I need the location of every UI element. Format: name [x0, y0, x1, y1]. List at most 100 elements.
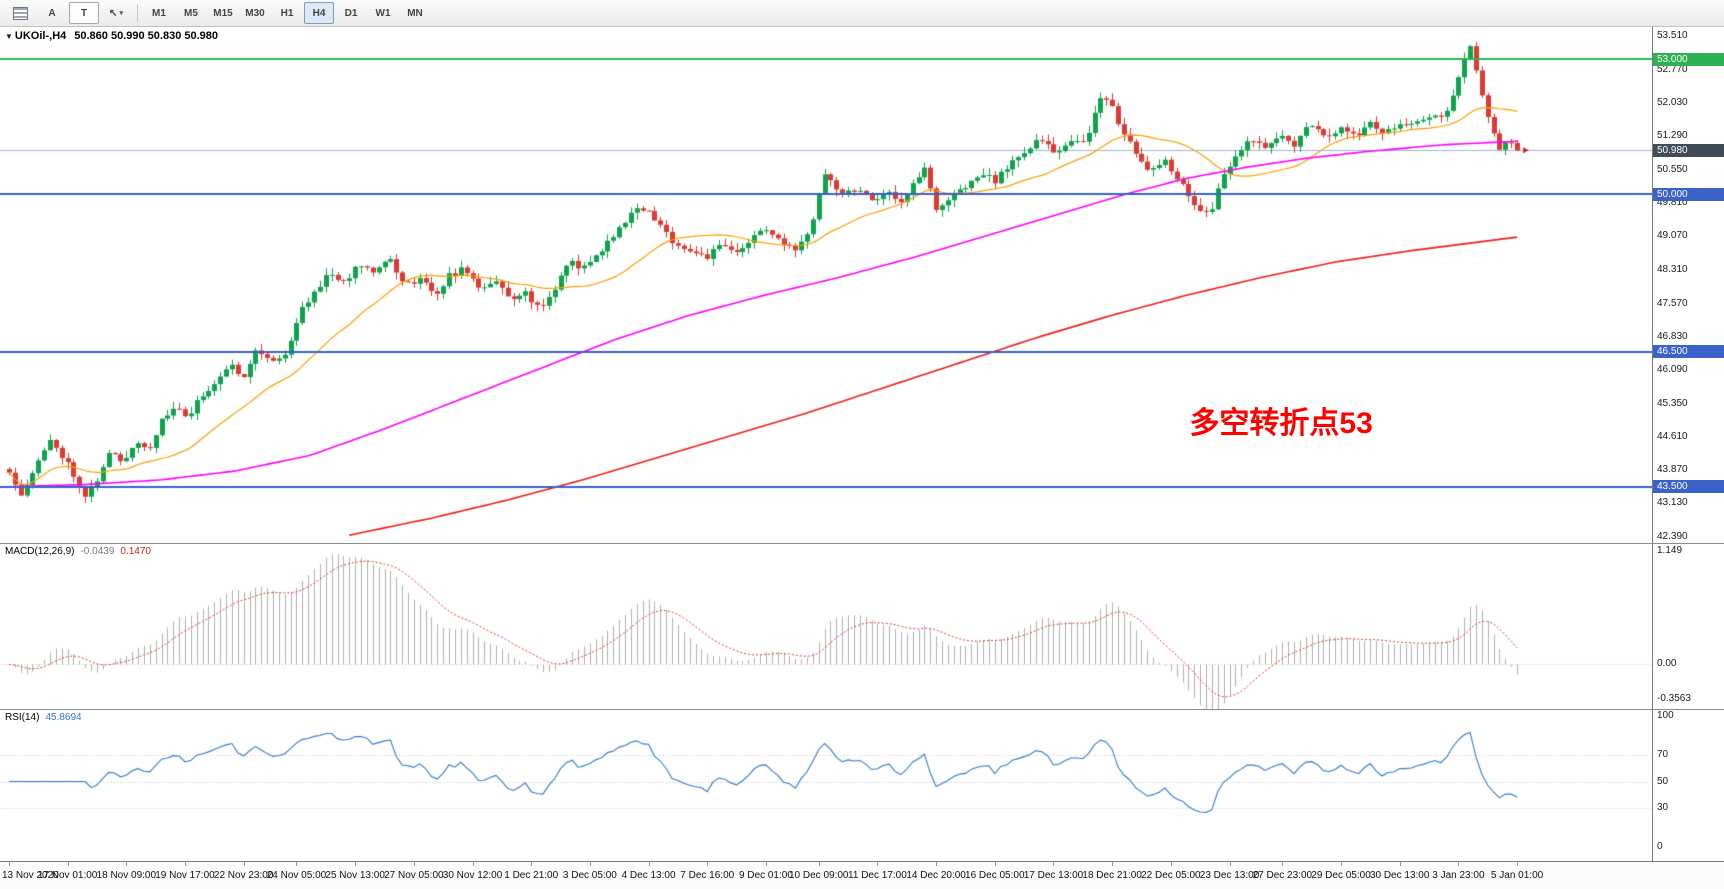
- time-axis-tick: [1458, 862, 1460, 866]
- cursor-tool-button[interactable]: ↖ ▾: [101, 2, 131, 24]
- timeframe-button-h4[interactable]: H4: [304, 2, 334, 24]
- time-axis[interactable]: 13 Nov 2020 17 Nov 01:00 18 Nov 09:00 19 No…: [0, 861, 1724, 889]
- time-axis-label: 24 Nov 05:00: [266, 870, 327, 881]
- time-axis-tick: [243, 862, 245, 866]
- price-tick-label: 46.830: [1657, 330, 1688, 342]
- time-axis-tick: [472, 862, 474, 866]
- price-level-badge: 53.000: [1653, 52, 1724, 66]
- time-axis-label: 27 Dec 23:00: [1252, 870, 1313, 881]
- price-tick-label: 52.770: [1657, 63, 1688, 75]
- rsi-chart-canvas[interactable]: [0, 710, 1652, 861]
- price-chart-plot: ▼ UKOil-,H4 50.860 50.990 50.830 50.980 多…: [0, 27, 1652, 543]
- time-axis-tick: [296, 862, 298, 866]
- price-tick-label: 49.070: [1657, 230, 1688, 242]
- timeframe-button-m1[interactable]: M1: [152, 7, 166, 19]
- toolbar-separator: [137, 4, 138, 22]
- time-axis-label: 1 Dec 21:00: [504, 870, 559, 881]
- price-tick-label: 44.610: [1657, 430, 1688, 442]
- timeframe-button-mn[interactable]: MN: [407, 7, 423, 19]
- time-axis-label: 22 Dec 05:00: [1141, 870, 1201, 881]
- price-tick-label: 48.310: [1657, 264, 1688, 276]
- time-axis-tick: [589, 862, 591, 866]
- price-tick-label: 43.870: [1657, 464, 1688, 476]
- price-level-badge: 43.500: [1653, 480, 1724, 494]
- current-price-badge: 50.980: [1653, 143, 1724, 157]
- time-axis-label: 22 Nov 23:00: [213, 870, 274, 881]
- time-axis-label: 27 Nov 05:00: [384, 870, 444, 881]
- price-tick-label: 53.510: [1657, 30, 1688, 42]
- time-axis-tick: [707, 862, 709, 866]
- time-axis-tick: [8, 862, 10, 866]
- price-tick-label: 47.570: [1657, 297, 1688, 309]
- time-axis-label: 14 Dec 20:00: [906, 870, 966, 881]
- price-tick-label: 42.390: [1657, 530, 1688, 542]
- rsi-axis[interactable]: 100 70 50 30 0: [1652, 710, 1724, 861]
- timeframe-button-w1[interactable]: W1: [375, 7, 391, 19]
- price-axis[interactable]: 53.510 52.770 52.030 51.290 50.550 49.810 49.0…: [1652, 27, 1724, 543]
- price-tick-label: 49.810: [1657, 196, 1688, 208]
- timeframe-button-m30[interactable]: M30: [245, 7, 265, 19]
- text-tool-button[interactable]: T: [69, 2, 99, 24]
- rsi-scale-label: 70: [1657, 749, 1669, 761]
- time-axis-tick: [648, 862, 650, 866]
- price-tick-label: 51.290: [1657, 130, 1688, 142]
- timeframe-button-m5[interactable]: M5: [184, 7, 198, 19]
- time-axis-label: 19 Nov 17:00: [155, 870, 215, 881]
- time-axis-tick: [1112, 862, 1114, 866]
- timeframe-button-d1[interactable]: D1: [344, 7, 358, 19]
- time-axis-label: 18 Nov 09:00: [96, 870, 157, 881]
- time-axis-label: 23 Dec 13:00: [1199, 870, 1260, 881]
- macd-plot: MACD(12,26,9) -0.0439 0.1470: [0, 544, 1652, 709]
- time-axis-label: 30 Dec 13:00: [1369, 870, 1430, 881]
- time-axis-tick: [1399, 862, 1401, 866]
- time-axis-label: 5 Jan 01:00: [1490, 870, 1544, 881]
- time-axis-label: 4 Dec 13:00: [621, 870, 676, 881]
- macd-chart-canvas[interactable]: [0, 544, 1652, 709]
- time-axis-label: 29 Dec 05:00: [1311, 870, 1371, 881]
- timeframe-button-m15[interactable]: M15: [213, 7, 233, 19]
- timeframe-button-h1[interactable]: H1: [280, 7, 294, 19]
- price-level-badge: 50.000: [1653, 187, 1724, 201]
- time-axis-label: 9 Dec 01:00: [738, 870, 793, 881]
- rsi-panel: RSI(14) 45.8694 100 70 50 30 0: [0, 709, 1724, 861]
- time-axis-tick: [936, 862, 938, 866]
- time-axis-label: 17 Dec 13:00: [1023, 870, 1084, 881]
- price-tick-label: 46.090: [1657, 364, 1688, 376]
- candlestick-chart-canvas[interactable]: [0, 27, 1652, 543]
- time-axis-tick: [994, 862, 996, 866]
- rsi-scale-label: 50: [1657, 775, 1669, 787]
- time-axis-label: 17 Nov 01:00: [37, 870, 98, 881]
- time-axis-label: 16 Dec 05:00: [965, 870, 1025, 881]
- time-axis-tick: [67, 862, 69, 866]
- time-axis-tick: [184, 862, 186, 866]
- cursor-arrow-icon: ↖: [109, 7, 118, 19]
- time-axis-label: 7 Dec 16:00: [680, 870, 735, 881]
- rsi-scale-label: 30: [1657, 801, 1669, 813]
- toolbar: A T ↖ ▾ M1 M5 M15 M30 H1 H4 D1 W1 MN: [0, 0, 1724, 27]
- time-axis-label: 18 Dec 21:00: [1082, 870, 1142, 881]
- price-tick-label: 52.030: [1657, 97, 1688, 109]
- time-axis-label: 30 Nov 12:00: [442, 870, 503, 881]
- time-axis-label: 13 Nov 2020: [2, 870, 59, 881]
- chevron-down-icon: ▾: [119, 10, 123, 17]
- price-chart-panel: ▼ UKOil-,H4 50.860 50.990 50.830 50.980 多…: [0, 27, 1724, 543]
- time-axis-tick: [126, 862, 128, 866]
- price-tick-label: 45.350: [1657, 397, 1688, 409]
- time-axis-label: 3 Dec 05:00: [562, 870, 617, 881]
- macd-scale-label: 0.00: [1657, 658, 1677, 670]
- time-axis-tick: [1229, 862, 1231, 866]
- time-axis-tick: [818, 862, 820, 866]
- time-axis-tick: [531, 862, 533, 866]
- time-axis-tick: [1282, 862, 1284, 866]
- time-axis-tick: [1341, 862, 1343, 866]
- rsi-scale-label: 100: [1657, 710, 1674, 721]
- time-axis-tick: [1053, 862, 1055, 866]
- time-axis-label: 10 Dec 09:00: [788, 870, 849, 881]
- chart-text-annotation[interactable]: 多空转折点53: [1189, 407, 1373, 441]
- text-label-tool-button[interactable]: A: [48, 7, 56, 19]
- chart-window-button[interactable]: [5, 2, 35, 24]
- macd-panel: MACD(12,26,9) -0.0439 0.1470 1.149 0.00 -0…: [0, 543, 1724, 709]
- time-axis-tick: [1170, 862, 1172, 866]
- macd-axis[interactable]: 1.149 0.00 -0.3563: [1652, 544, 1724, 709]
- time-axis-tick: [877, 862, 879, 866]
